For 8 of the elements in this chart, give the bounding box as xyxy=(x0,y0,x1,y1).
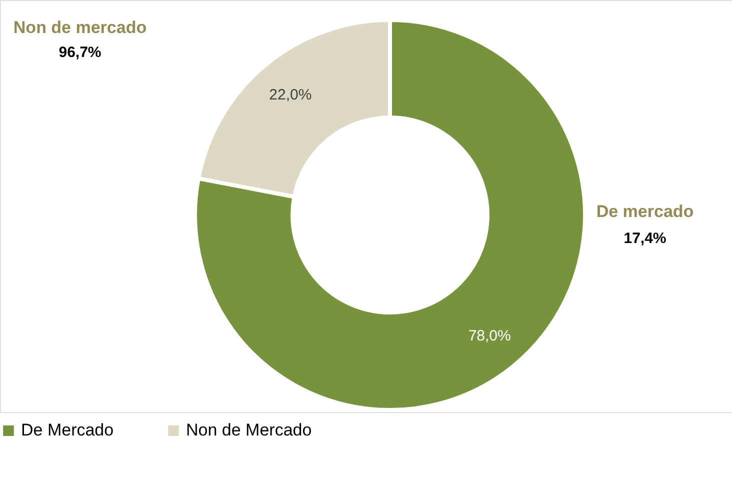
legend-label: Non de Mercado xyxy=(186,420,312,440)
text: Non de mercado xyxy=(13,18,147,37)
text: De mercado xyxy=(596,202,694,221)
text: 96,7% xyxy=(58,44,102,61)
data-label: 78,0% xyxy=(468,327,511,344)
data-label: 22,0% xyxy=(269,86,312,104)
legend-label: De Mercado xyxy=(21,420,114,440)
text: 17,4% xyxy=(624,230,666,247)
